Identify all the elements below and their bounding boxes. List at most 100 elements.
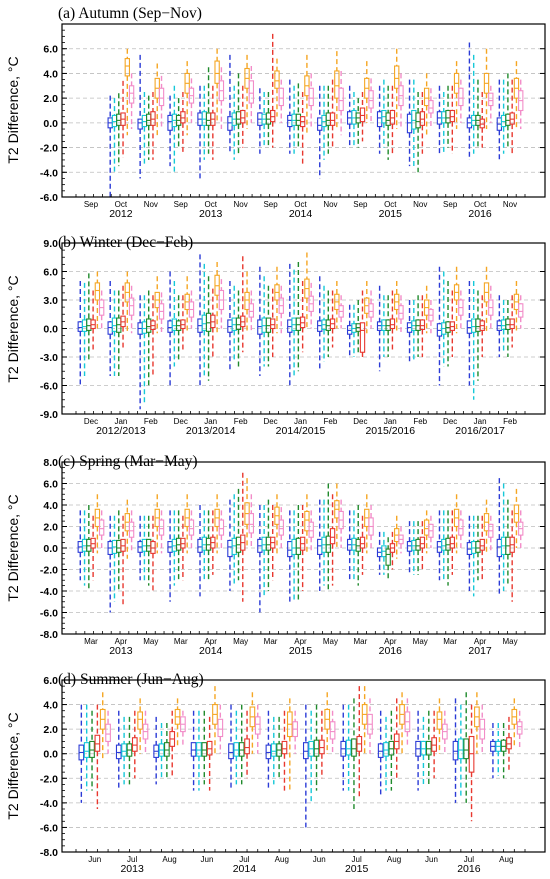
year-label: 2016: [379, 645, 403, 657]
month-label: Oct: [474, 200, 487, 209]
box: [431, 737, 437, 752]
box: [214, 60, 220, 84]
month-label: Mar: [353, 637, 367, 646]
month-label: Jan: [474, 417, 487, 426]
box: [505, 113, 511, 126]
month-label: Jul: [352, 855, 362, 864]
box: [411, 109, 417, 130]
year-label: 2014: [289, 208, 313, 220]
box: [368, 303, 374, 318]
box: [479, 118, 485, 129]
month-label: Sep: [443, 200, 458, 209]
box: [270, 109, 276, 123]
box: [351, 738, 357, 757]
box: [506, 737, 512, 750]
box: [98, 519, 105, 536]
box: [449, 536, 455, 549]
month-label: Nov: [144, 200, 158, 209]
box: [321, 114, 327, 128]
box: [388, 740, 395, 756]
box: [436, 711, 443, 730]
month-label: Jan: [294, 417, 307, 426]
box: [383, 742, 389, 757]
box: [158, 519, 165, 536]
month-label: Nov: [413, 200, 427, 209]
month-label: Dec: [174, 417, 188, 426]
month-label: Oct: [204, 200, 217, 209]
box: [468, 735, 475, 773]
month-label: Jul: [464, 855, 474, 864]
box: [458, 87, 464, 107]
box: [425, 740, 432, 756]
y-tick-label: 0.0: [43, 543, 58, 555]
box: [105, 723, 111, 742]
box: [368, 90, 374, 109]
month-label: Mar: [264, 637, 278, 646]
y-tick-label: -4.0: [40, 586, 58, 598]
box: [302, 742, 309, 760]
y-tick-label: 2.0: [43, 724, 58, 736]
month-label: Jan: [204, 417, 217, 426]
box: [308, 87, 314, 107]
month-label: Jan: [114, 417, 127, 426]
y-tick-label: -2.0: [40, 143, 58, 155]
month-label: Mar: [443, 637, 457, 646]
month-label: Oct: [384, 200, 397, 209]
box: [415, 538, 421, 551]
box: [334, 70, 340, 99]
y-axis-label: T2 Difference, °C: [5, 56, 21, 163]
month-label: May: [233, 637, 248, 646]
y-tick-label: 4.0: [43, 68, 58, 80]
box: [441, 111, 447, 124]
y-tick-label: -6.0: [40, 822, 58, 834]
y-tick-label: -6.0: [40, 192, 58, 204]
box: [227, 116, 233, 131]
box: [295, 537, 302, 556]
box: [406, 113, 413, 134]
panel-summer: (d) Summer (Jun−Aug) T2 Difference, °C -…: [5, 671, 546, 875]
box: [270, 318, 276, 330]
box: [116, 113, 122, 126]
box: [329, 721, 336, 740]
box: [81, 319, 88, 332]
month-label: Aug: [387, 855, 401, 864]
box: [218, 519, 225, 536]
month-label: Feb: [503, 417, 517, 426]
month-label: Sep: [263, 200, 278, 209]
box: [167, 320, 173, 333]
box: [441, 538, 447, 551]
box: [419, 111, 426, 126]
box: [394, 65, 400, 89]
y-axis-label: T2 Difference, °C: [5, 494, 21, 601]
box: [470, 318, 477, 333]
y-tick-label: 2.0: [43, 93, 58, 105]
y-tick-label: 0.0: [43, 749, 58, 761]
box: [308, 521, 314, 538]
box: [345, 739, 352, 756]
y-tick-label: -9.0: [40, 409, 58, 421]
y-tick-label: 6.0: [43, 267, 58, 279]
box: [248, 303, 255, 318]
year-label: 2012: [109, 208, 133, 220]
box: [274, 70, 280, 89]
year-label: 2016: [468, 208, 492, 220]
month-label: Aug: [162, 855, 176, 864]
box: [376, 111, 383, 128]
box: [131, 737, 138, 752]
month-label: Apr: [115, 637, 128, 646]
y-tick-label: 0.0: [43, 324, 58, 336]
box: [338, 87, 344, 112]
month-label: Feb: [324, 417, 338, 426]
month-label: Jul: [127, 855, 137, 864]
box: [111, 114, 118, 128]
box: [419, 319, 426, 331]
box: [329, 528, 336, 545]
y-axis-label: T2 Difference, °C: [5, 712, 21, 819]
box: [445, 109, 451, 124]
box: [150, 111, 156, 126]
month-label: Nov: [234, 200, 248, 209]
box: [351, 109, 357, 125]
box: [77, 321, 83, 332]
box: [295, 113, 302, 126]
